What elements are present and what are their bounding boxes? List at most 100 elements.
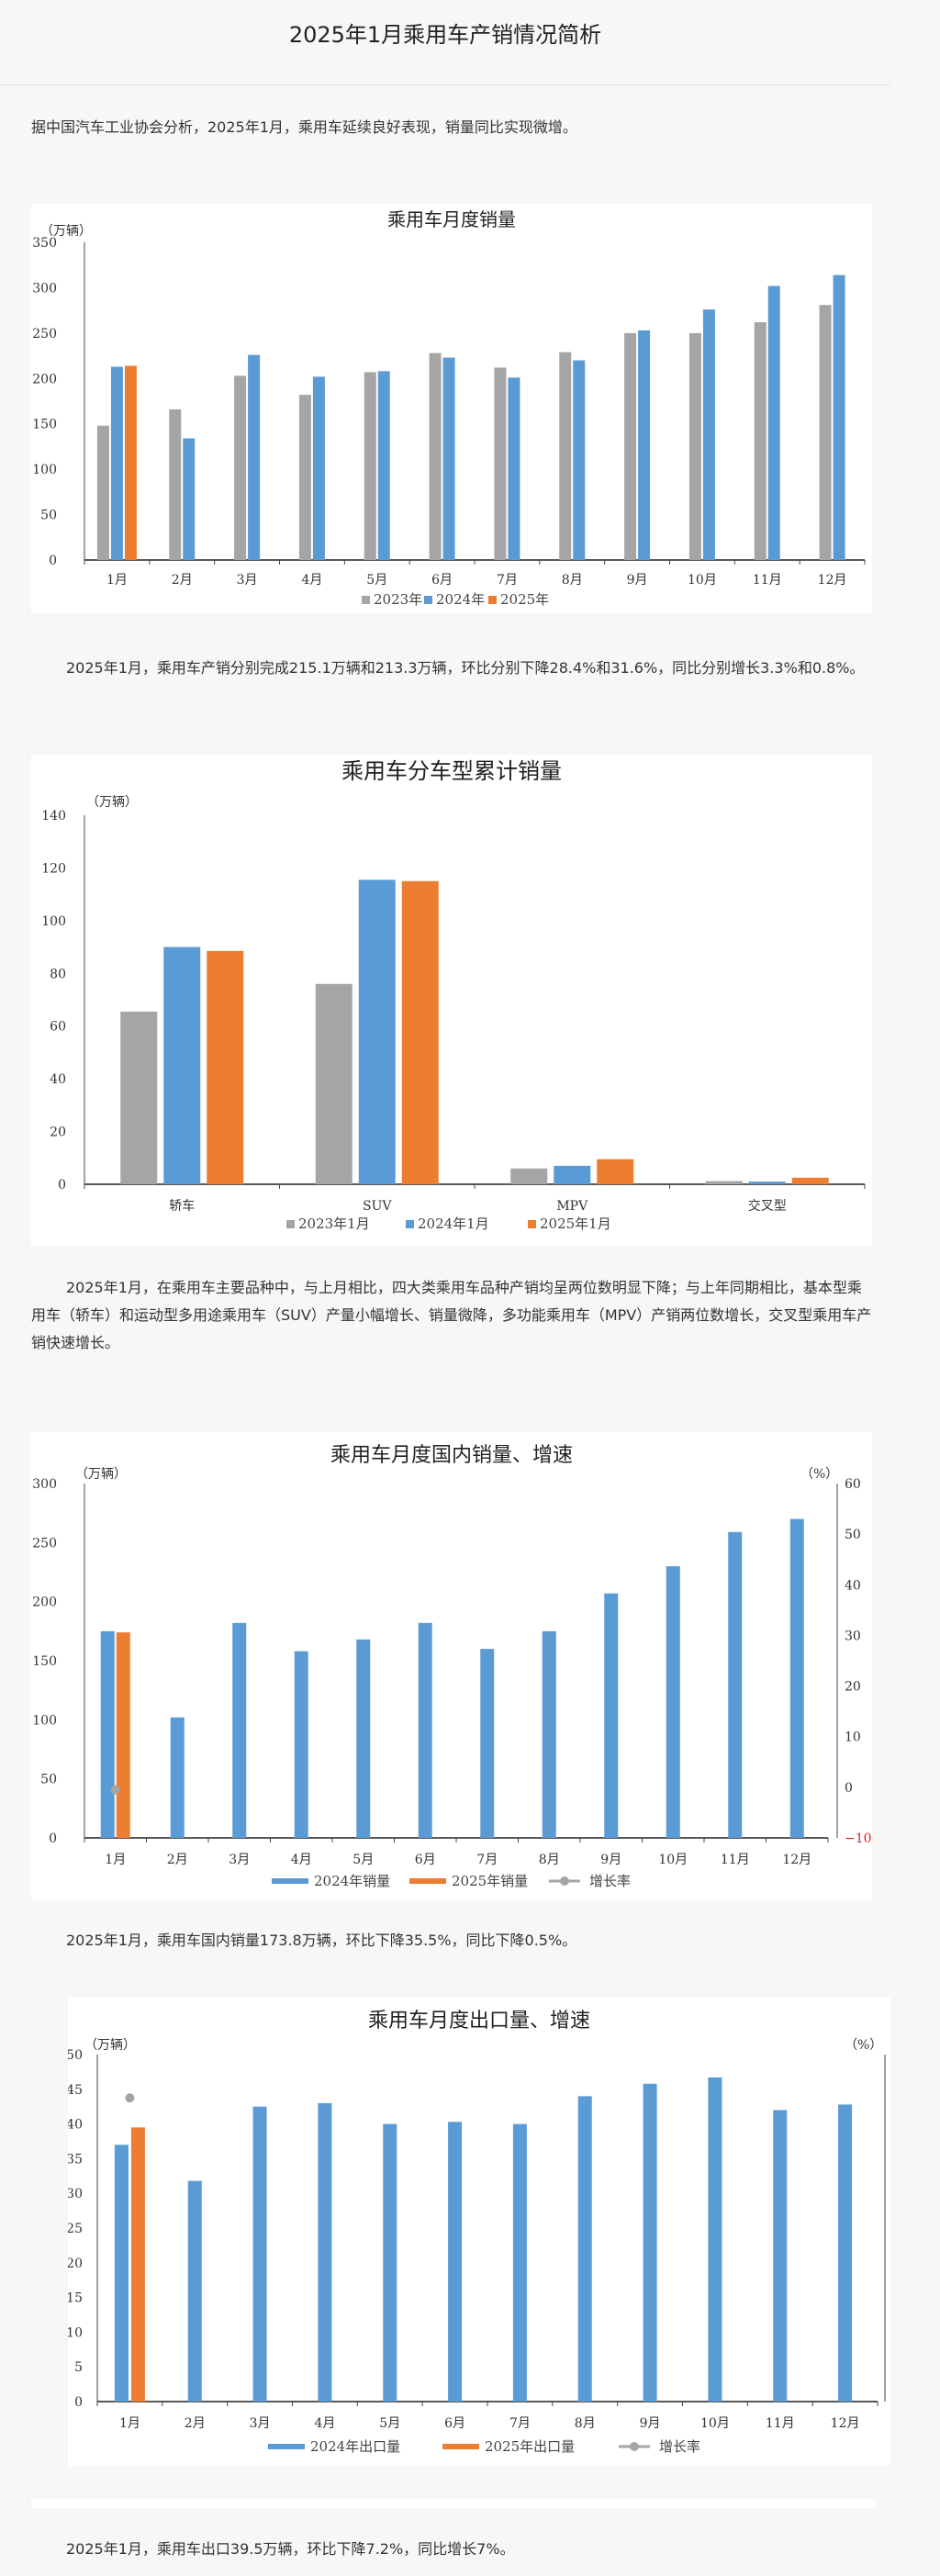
bar-2025年销量 xyxy=(116,1632,130,1838)
x-category-label: SUV xyxy=(363,1199,392,1214)
bar-2023年1月 xyxy=(705,1181,743,1184)
bar-2024年出口量 xyxy=(708,2077,722,2402)
title-divider xyxy=(0,84,890,85)
bar-2024年1月 xyxy=(163,946,201,1184)
paragraph-production-sales: 2025年1月，乘用车产销分别完成215.1万辆和213.3万辆，环比分别下降2… xyxy=(66,659,865,677)
x-category-label: 8月 xyxy=(575,2416,596,2431)
y-right-tick-label: 50 xyxy=(845,1528,861,1542)
article-page: 2025年1月乘用车产销情况简析 据中国汽车工业协会分析，2025年1月，乘用车… xyxy=(0,22,890,2558)
x-category-label: 7月 xyxy=(497,573,518,588)
page-title: 2025年1月乘用车产销情况简析 xyxy=(288,22,602,48)
x-category-label: 5月 xyxy=(379,2416,400,2431)
bar-2024年 xyxy=(442,357,455,560)
x-category-label: 5月 xyxy=(366,573,387,588)
bar-2023年 xyxy=(754,321,767,560)
y-right-tick-label: −10 xyxy=(845,1831,872,1846)
paragraph-vehicle-types: 2025年1月，在乘用车主要品种中，与上月相比，四大类乘用车品种产销均呈两位数明… xyxy=(31,1279,872,1351)
legend-marker xyxy=(528,1220,536,1228)
y-tick-label: 150 xyxy=(32,418,57,432)
y-tick-label: 15 xyxy=(68,2291,83,2306)
bar-2024年 xyxy=(312,376,325,560)
bar-2023年 xyxy=(624,332,637,560)
y-tick-label: 60 xyxy=(50,1020,66,1035)
x-category-label: 4月 xyxy=(291,1853,312,1867)
x-category-label: 6月 xyxy=(444,2416,465,2431)
y-tick-label: 0 xyxy=(49,1831,57,1846)
legend-marker xyxy=(286,1220,295,1228)
intro-paragraph: 据中国汽车工业协会分析，2025年1月，乘用车延续良好表现，销量同比实现微增。 xyxy=(31,118,577,136)
legend-label: 2024年销量 xyxy=(314,1873,390,1889)
bar-2024年出口量 xyxy=(448,2122,463,2402)
bar-2025年1月 xyxy=(597,1159,634,1184)
y-right-tick-label: 60 xyxy=(845,1477,861,1492)
x-category-label: 10月 xyxy=(700,2416,730,2431)
x-category-label: 9月 xyxy=(600,1853,621,1867)
bar-2024年销量 xyxy=(666,1566,680,1838)
bar-2024年销量 xyxy=(100,1630,115,1838)
y-tick-label: 80 xyxy=(50,967,66,981)
y-right-tick-label: 0 xyxy=(845,1781,853,1796)
paragraph-domestic: 2025年1月，乘用车国内销量173.8万辆，环比下降35.5%，同比下降0.5… xyxy=(66,1932,577,1949)
y-tick-label: 300 xyxy=(32,1477,57,1492)
bar-2024年销量 xyxy=(418,1622,432,1838)
y-right-tick-label: 40 xyxy=(845,1578,861,1593)
legend-label: 2024年 xyxy=(436,591,485,608)
growth-rate-point xyxy=(110,1785,120,1795)
unit-label: （万辆） xyxy=(86,795,138,810)
legend-label: 2024年1月 xyxy=(418,1215,489,1232)
bar-2023年 xyxy=(688,332,701,560)
bar-2023年 xyxy=(429,353,442,560)
legend-marker xyxy=(488,596,497,604)
bar-2024年出口量 xyxy=(187,2180,202,2402)
x-category-label: 2月 xyxy=(172,573,193,588)
bar-2024年 xyxy=(248,354,261,560)
chart-title: 乘用车月度销量 xyxy=(387,208,516,230)
y-tick-label: 100 xyxy=(32,1713,57,1728)
y-tick-label: 140 xyxy=(41,809,66,823)
bar-2023年1月 xyxy=(510,1168,548,1184)
x-category-label: 8月 xyxy=(562,573,583,588)
legend-marker-dot xyxy=(630,2442,639,2451)
y-tick-label: 0 xyxy=(49,554,57,568)
y-tick-label: 150 xyxy=(32,1654,57,1669)
x-category-label: 7月 xyxy=(476,1853,498,1867)
bar-2023年 xyxy=(819,305,832,560)
legend-label: 2025年1月 xyxy=(540,1215,611,1232)
x-category-label: 4月 xyxy=(314,2416,335,2431)
bar-2024年出口量 xyxy=(773,2110,788,2402)
bar-2023年 xyxy=(298,395,311,560)
y-tick-label: 250 xyxy=(32,327,57,342)
x-category-label: 2月 xyxy=(185,2416,206,2431)
bar-2024年出口量 xyxy=(318,2102,332,2402)
y-tick-label: 350 xyxy=(32,236,57,251)
x-category-label: 1月 xyxy=(105,1853,126,1867)
paragraph-export: 2025年1月，乘用车出口39.5万辆，环比下降7.2%，同比增长7%。 xyxy=(66,2540,515,2558)
bar-2024年销量 xyxy=(728,1531,743,1838)
bar-2023年 xyxy=(234,375,247,560)
x-category-label: 12月 xyxy=(782,1853,811,1867)
bar-2024年出口量 xyxy=(838,2104,853,2402)
bar-2024年 xyxy=(377,371,390,560)
bar-2024年销量 xyxy=(356,1639,371,1838)
unit-label: （万辆） xyxy=(84,2038,136,2053)
legend-label: 2025年 xyxy=(500,591,549,608)
y-tick-label: 0 xyxy=(74,2395,83,2410)
x-category-label: 12月 xyxy=(831,2416,860,2431)
legend-label: 增长率 xyxy=(659,2438,700,2455)
legend-marker xyxy=(424,596,432,604)
x-category-label: 10月 xyxy=(688,573,717,588)
bar-2024年1月 xyxy=(554,1165,591,1184)
x-category-label: 9月 xyxy=(627,573,648,588)
y-tick-label: 100 xyxy=(32,463,57,477)
y-tick-label: 50 xyxy=(40,1773,57,1787)
legend-marker xyxy=(272,1878,308,1884)
chart-type-cumulative: 乘用车分车型累计销量 （万辆） 0 20 40 60 80 100 120 140 轿车 SUV MPV… xyxy=(31,755,872,1246)
legend-label: 2023年 xyxy=(374,591,422,608)
bar-2024年1月 xyxy=(358,879,396,1184)
growth-rate-point xyxy=(125,2093,135,2103)
bar-2023年 xyxy=(96,425,109,560)
x-category-label: MPV xyxy=(556,1199,588,1214)
x-category-label: 4月 xyxy=(301,573,322,588)
bar-2024年 xyxy=(508,377,520,560)
y-tick-label: 200 xyxy=(32,1596,57,1610)
